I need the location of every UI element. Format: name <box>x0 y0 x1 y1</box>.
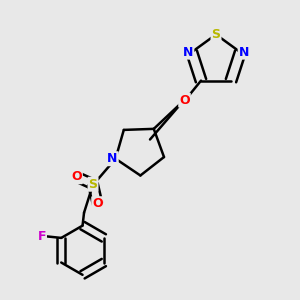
Text: O: O <box>179 94 190 106</box>
Text: N: N <box>107 152 118 165</box>
Text: S: S <box>88 178 98 191</box>
Text: O: O <box>92 197 103 210</box>
Text: N: N <box>183 46 193 59</box>
Text: S: S <box>212 28 220 41</box>
Text: N: N <box>239 46 249 59</box>
Text: F: F <box>38 230 46 243</box>
Text: O: O <box>71 170 82 183</box>
